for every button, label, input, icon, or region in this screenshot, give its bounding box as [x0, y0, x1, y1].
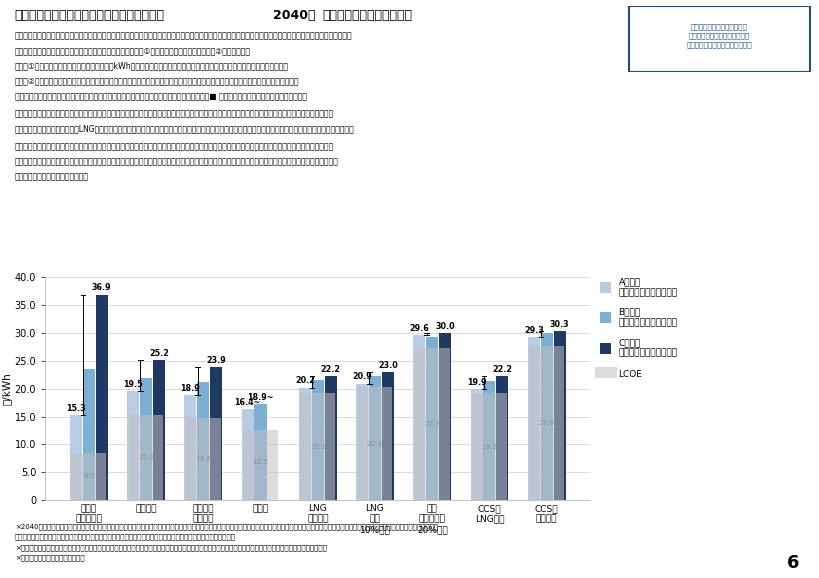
- Bar: [140, 377, 152, 500]
- Text: 23.9: 23.9: [206, 356, 226, 365]
- Bar: [414, 348, 449, 500]
- Text: ②ある電源を追加した場合、電力システム全体に追加で生じるコスト（例：他電源や蓄電池で調整するコスト）を考慮したコスト: ②ある電源を追加した場合、電力システム全体に追加で生じるコスト（例：他電源や蓄電…: [15, 77, 299, 86]
- Text: 6: 6: [786, 554, 799, 572]
- Text: 19.9: 19.9: [466, 378, 486, 387]
- Text: 12.5
~: 12.5 ~: [252, 459, 269, 472]
- Bar: [470, 389, 482, 500]
- Bar: [311, 380, 324, 500]
- Bar: [495, 376, 508, 500]
- Bar: [242, 431, 278, 500]
- Text: 18.9~: 18.9~: [247, 393, 274, 402]
- Bar: [197, 382, 209, 500]
- Bar: [186, 418, 220, 500]
- Bar: [129, 415, 163, 500]
- Text: る可能性も留意する必要あり。: る可能性も留意する必要あり。: [15, 173, 88, 182]
- Bar: [96, 295, 107, 500]
- Bar: [298, 388, 310, 500]
- Bar: [553, 331, 565, 500]
- Bar: [540, 333, 552, 500]
- Text: 23.0: 23.0: [378, 361, 397, 370]
- Bar: [300, 393, 335, 500]
- Text: 15.3: 15.3: [138, 454, 154, 461]
- Text: 29.6: 29.6: [409, 324, 428, 333]
- Text: 22.2: 22.2: [491, 365, 512, 374]
- Text: 電源別の発電コストを比較する際、従来から計算してきた①に加え、一定の仮定を置いて、②も算定した。: 電源別の発電コストを比較する際、従来から計算してきた①に加え、一定の仮定を置いて…: [15, 47, 251, 56]
- Text: ×地域間連系線の増強費用や蓄電池の整備費用は、「ある特定の電源を追加した際」に電力システム全体に追加で生じるコストではないため、計算には含まれない: ×地域間連系線の増強費用や蓄電池の整備費用は、「ある特定の電源を追加した際」に電…: [15, 544, 326, 550]
- Text: の試算の結果概要（暂定）: の試算の結果概要（暂定）: [322, 9, 412, 21]
- Text: 20.9: 20.9: [352, 372, 372, 381]
- Text: ２．統合コストの一部を考慮した発電コストは、既存の発電設備が稼働する中で、ある特定の電源を追加した際に電力システムに追加で生じるコストを計: ２．統合コストの一部を考慮した発電コストは、既存の発電設備が稼働する中で、ある特…: [15, 110, 333, 119]
- Bar: [527, 337, 539, 500]
- Text: ①新たな発電設備を建設・運転した際のkWh当たりのコストを、一定の前提で機械的に試算したもの（＝「ＬＣＯＥ」）: ①新たな発電設備を建設・運転した際のkWh当たりのコストを、一定の前提で機械的に…: [15, 62, 288, 71]
- Bar: [382, 372, 393, 500]
- Text: 30.3: 30.3: [549, 320, 568, 329]
- Text: 2040年: 2040年: [273, 9, 315, 21]
- Bar: [357, 387, 392, 500]
- Bar: [242, 409, 253, 500]
- Bar: [369, 376, 381, 500]
- Bar: [254, 404, 266, 500]
- Text: 29.3: 29.3: [523, 326, 543, 335]
- Text: 20.3: 20.3: [366, 440, 382, 446]
- Text: （■ 統合コストの一部を考慮した発電コスト）: （■ 統合コストの一部を考慮した発電コスト）: [15, 92, 306, 101]
- Bar: [483, 381, 495, 500]
- Bar: [70, 415, 82, 500]
- Text: 委員試算を踏まえた検結果。
政策支援を前提に達成するべき
性能や価格目標とも一致しない。: 委員試算を踏まえた検結果。 政策支援を前提に達成するべき 性能や価格目標とも一致…: [686, 24, 752, 47]
- Bar: [529, 346, 563, 500]
- Text: 19.2: 19.2: [310, 443, 325, 450]
- Bar: [184, 395, 197, 500]
- Text: 19.5: 19.5: [123, 380, 143, 389]
- Bar: [152, 360, 165, 500]
- Bar: [324, 376, 337, 500]
- FancyBboxPatch shape: [628, 6, 809, 72]
- Text: 16.4~: 16.4~: [234, 398, 260, 406]
- Bar: [438, 333, 450, 500]
- Bar: [71, 453, 106, 500]
- Text: 18.9: 18.9: [180, 384, 200, 392]
- Text: 20.2: 20.2: [295, 376, 314, 386]
- Text: ３．将来のコストは、燃料費の見通し、設備の稼働年数・設備利用率、ある特定の電源を追加した際に電力システムで代替されると想定される電源の設定: ３．将来のコストは、燃料費の見通し、設備の稼働年数・設備利用率、ある特定の電源を…: [15, 143, 333, 152]
- Text: 15.3: 15.3: [66, 403, 86, 413]
- Legend: Aケース
（変動再エネ容量４割）, Bケース
（変動再エネ容量５割）, Cケース
（変動再エネ容量６割）, LCOE: Aケース （変動再エネ容量４割）, Bケース （変動再エネ容量５割）, Cケース…: [600, 277, 676, 379]
- Text: 19.2: 19.2: [481, 443, 497, 450]
- Bar: [210, 367, 222, 500]
- Text: 25.2: 25.2: [149, 349, 169, 358]
- Bar: [127, 391, 139, 500]
- Text: 36.9: 36.9: [92, 283, 111, 292]
- Text: 22.2: 22.2: [320, 365, 340, 374]
- Bar: [426, 337, 437, 500]
- Text: 【統合コストの一部を考慮した発電コスト】: 【統合コストの一部を考慮した発電コスト】: [15, 9, 165, 21]
- Text: 算している。具体的には、LNG火力など他の電源による調整、揚水や系統用蓄電池による蓄電・放電ロス、再エネの出力制御等に関するコストを加味する。: 算している。具体的には、LNG火力など他の電源による調整、揚水や系統用蓄電池によ…: [15, 125, 354, 134]
- Text: 27.3: 27.3: [423, 421, 440, 427]
- Text: ×2040年の電源システムについて、一定程度、地域間連系線が増強され、系統用蓄電池が実装されているケースを想定しており、これらによる統合コストの引き下げ効果は、: ×2040年の電源システムについて、一定程度、地域間連系線が増強され、系統用蓄電…: [15, 523, 437, 529]
- Bar: [355, 384, 368, 500]
- Text: マンドリスポンスを一定程度考慮した場合、統合コストの一部を考慮した発電コストが上記より低い水準になる。: マンドリスポンスを一定程度考慮した場合、統合コストの一部を考慮した発電コストが上…: [15, 533, 236, 540]
- Bar: [83, 369, 95, 500]
- Text: 14.8: 14.8: [195, 456, 211, 462]
- Bar: [413, 335, 425, 500]
- Text: ×水素、アンモニアは熱量ベース。: ×水素、アンモニアは熱量ベース。: [15, 554, 84, 561]
- Text: （今回は、費用が一番高い石炭火力とした）などの試算の前提を変えれば、結果は変わる。今回は、３ケースについて算定。更なる技術革新などが起こ: （今回は、費用が一番高い石炭火力とした）などの試算の前提を変えれば、結果は変わる…: [15, 158, 338, 167]
- Text: １．太陽光や風力といった安定した供給が難しい電源の比率が増えていくと、電力システム全体を安定させるために電力システム全体で生じるコストも増加する。: １．太陽光や風力といった安定した供給が難しい電源の比率が増えていくと、電力システ…: [15, 32, 352, 41]
- Text: 30.0: 30.0: [435, 322, 455, 331]
- Bar: [472, 393, 506, 500]
- Text: 8.5: 8.5: [83, 473, 94, 479]
- Text: 27.6: 27.6: [538, 420, 554, 426]
- Y-axis label: 円/kWh: 円/kWh: [2, 372, 11, 405]
